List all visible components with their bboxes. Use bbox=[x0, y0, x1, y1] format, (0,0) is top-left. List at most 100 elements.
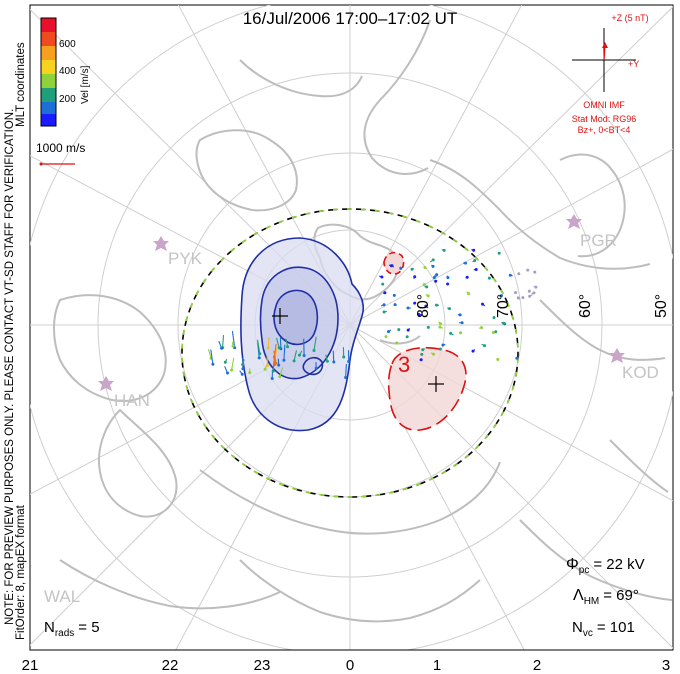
vector-line-24 bbox=[275, 337, 280, 348]
vector-line-45 bbox=[388, 329, 392, 333]
phi-sub: pc bbox=[579, 565, 590, 576]
vector-line-95 bbox=[431, 264, 434, 267]
colorbar-swatch-1 bbox=[41, 18, 56, 32]
colorbar-tick-400: 400 bbox=[59, 66, 76, 77]
vector-line-90 bbox=[433, 275, 438, 278]
velocity-vectors bbox=[207, 248, 538, 380]
vector-line-88 bbox=[450, 332, 454, 336]
vector-line-118 bbox=[533, 285, 537, 288]
colorbar-swatch-2 bbox=[41, 32, 56, 46]
vector-line-62 bbox=[438, 321, 441, 325]
latitude-labels: 80° 70° 60° 50° bbox=[415, 294, 670, 318]
vector-line-42 bbox=[422, 348, 425, 351]
vector-line-22 bbox=[239, 370, 243, 375]
vector-line-78 bbox=[499, 295, 502, 298]
coastlines bbox=[53, 19, 673, 623]
coordinate-system-label: MLT coordinates bbox=[15, 42, 27, 127]
vector-line-108 bbox=[471, 249, 474, 251]
nrads-stat: Nrads = 5 bbox=[44, 619, 100, 639]
vector-line-107 bbox=[472, 260, 475, 263]
vector-line-116 bbox=[517, 297, 520, 300]
vector-line-87 bbox=[501, 321, 504, 324]
vector-line-89 bbox=[411, 268, 414, 270]
colorbar-tick-600: 600 bbox=[59, 39, 76, 50]
station-label-kod: KOD bbox=[622, 363, 659, 382]
nrads-value: = 5 bbox=[78, 619, 99, 636]
station-label-wal: WAL bbox=[44, 587, 80, 606]
vector-line-39 bbox=[273, 350, 277, 364]
vector-line-33 bbox=[279, 367, 284, 377]
vector-line-105 bbox=[472, 349, 476, 352]
lambda-value: = 69° bbox=[603, 587, 639, 604]
negative-contour-inner bbox=[273, 289, 319, 346]
mlt-tick-2: 2 bbox=[533, 657, 541, 674]
colorbar-swatch-6 bbox=[41, 88, 56, 102]
vector-line-77 bbox=[510, 274, 513, 277]
vector-line-91 bbox=[423, 282, 427, 286]
station-label-pgr: PGR bbox=[580, 231, 617, 250]
nrads-symbol: N bbox=[44, 619, 55, 636]
lat-label-70: 70° bbox=[495, 294, 512, 318]
mlt-tick-22: 22 bbox=[162, 657, 179, 674]
hm-boundary-highlight bbox=[181, 208, 519, 498]
vector-line-32 bbox=[283, 344, 286, 361]
vector-line-30 bbox=[218, 340, 223, 349]
vector-line-7 bbox=[242, 359, 245, 365]
vector-line-110 bbox=[517, 272, 520, 275]
vector-line-13 bbox=[325, 354, 328, 362]
velocity-colorbar: 600 400 200 Vel [m/s] bbox=[40, 17, 91, 127]
vector-line-48 bbox=[482, 303, 486, 307]
vector-line-9 bbox=[332, 350, 335, 363]
colorbar-label: Vel [m/s] bbox=[80, 65, 91, 104]
fit-order-note: FitOrder: 8, mapEX format bbox=[15, 504, 27, 640]
station-labels: PYK HAN PGR KOD WAL bbox=[44, 231, 659, 606]
vector-line-64 bbox=[382, 283, 384, 285]
vector-scale-label: 1000 m/s bbox=[36, 141, 85, 155]
vector-line-96 bbox=[399, 266, 402, 269]
preview-note: NOTE: FOR PREVIEW PURPOSES ONLY. PLEASE … bbox=[4, 109, 16, 625]
positive-contour-outer bbox=[387, 346, 467, 431]
vector-line-36 bbox=[267, 337, 270, 349]
vector-line-83 bbox=[481, 343, 485, 347]
positive-potential-label: 3 bbox=[398, 352, 410, 377]
imf-z-label: +Z (5 nT) bbox=[611, 13, 648, 23]
vector-line-23 bbox=[210, 349, 214, 365]
vector-line-66 bbox=[379, 275, 383, 278]
nrads-sub: rads bbox=[55, 628, 74, 639]
phi-symbol: Φ bbox=[566, 556, 579, 573]
vector-line-50 bbox=[397, 328, 400, 331]
vector-line-14 bbox=[313, 336, 317, 351]
vector-line-31 bbox=[293, 350, 298, 362]
vector-line-72 bbox=[394, 304, 397, 306]
imf-panel: +Z (5 nT) +Y OMNI IMF Stat Mod: RG96 Bz+… bbox=[572, 13, 649, 135]
mlt-tick-3: 3 bbox=[662, 657, 670, 674]
imf-condition: Bz+, 0<BT<4 bbox=[578, 125, 631, 135]
kod-station-marker bbox=[609, 348, 625, 363]
mlt-tick-21: 21 bbox=[22, 657, 39, 674]
negative-potential-cell bbox=[240, 237, 365, 432]
vector-line-43 bbox=[425, 294, 429, 297]
imf-y-label: +Y bbox=[628, 59, 639, 69]
colorbar-border bbox=[40, 17, 57, 127]
vector-line-15 bbox=[345, 363, 347, 378]
vector-line-75 bbox=[381, 304, 385, 307]
vector-line-57 bbox=[413, 276, 416, 279]
lambda-symbol: Λ bbox=[573, 587, 584, 604]
phi-value: = 22 kV bbox=[593, 556, 644, 573]
vector-line-104 bbox=[516, 356, 519, 359]
map-title: 16/Jul/2006 17:00–17:02 UT bbox=[243, 9, 458, 28]
vector-line-113 bbox=[534, 271, 536, 273]
meridian-9 bbox=[349, 6, 673, 326]
nvc-stat: Nvc = 101 bbox=[572, 619, 635, 639]
nvc-value: = 101 bbox=[597, 619, 635, 636]
meridian-2 bbox=[349, 324, 525, 650]
colorbar-swatch-5 bbox=[41, 74, 56, 88]
lambda-hm-stat: ΛHM = 69° bbox=[573, 587, 639, 607]
lat-label-60: 60° bbox=[577, 294, 594, 318]
vector-line-65 bbox=[421, 353, 424, 356]
meridian-8 bbox=[349, 148, 673, 326]
vector-line-27 bbox=[224, 358, 228, 363]
vector-line-100 bbox=[414, 302, 416, 305]
pyk-station-marker bbox=[153, 236, 169, 251]
